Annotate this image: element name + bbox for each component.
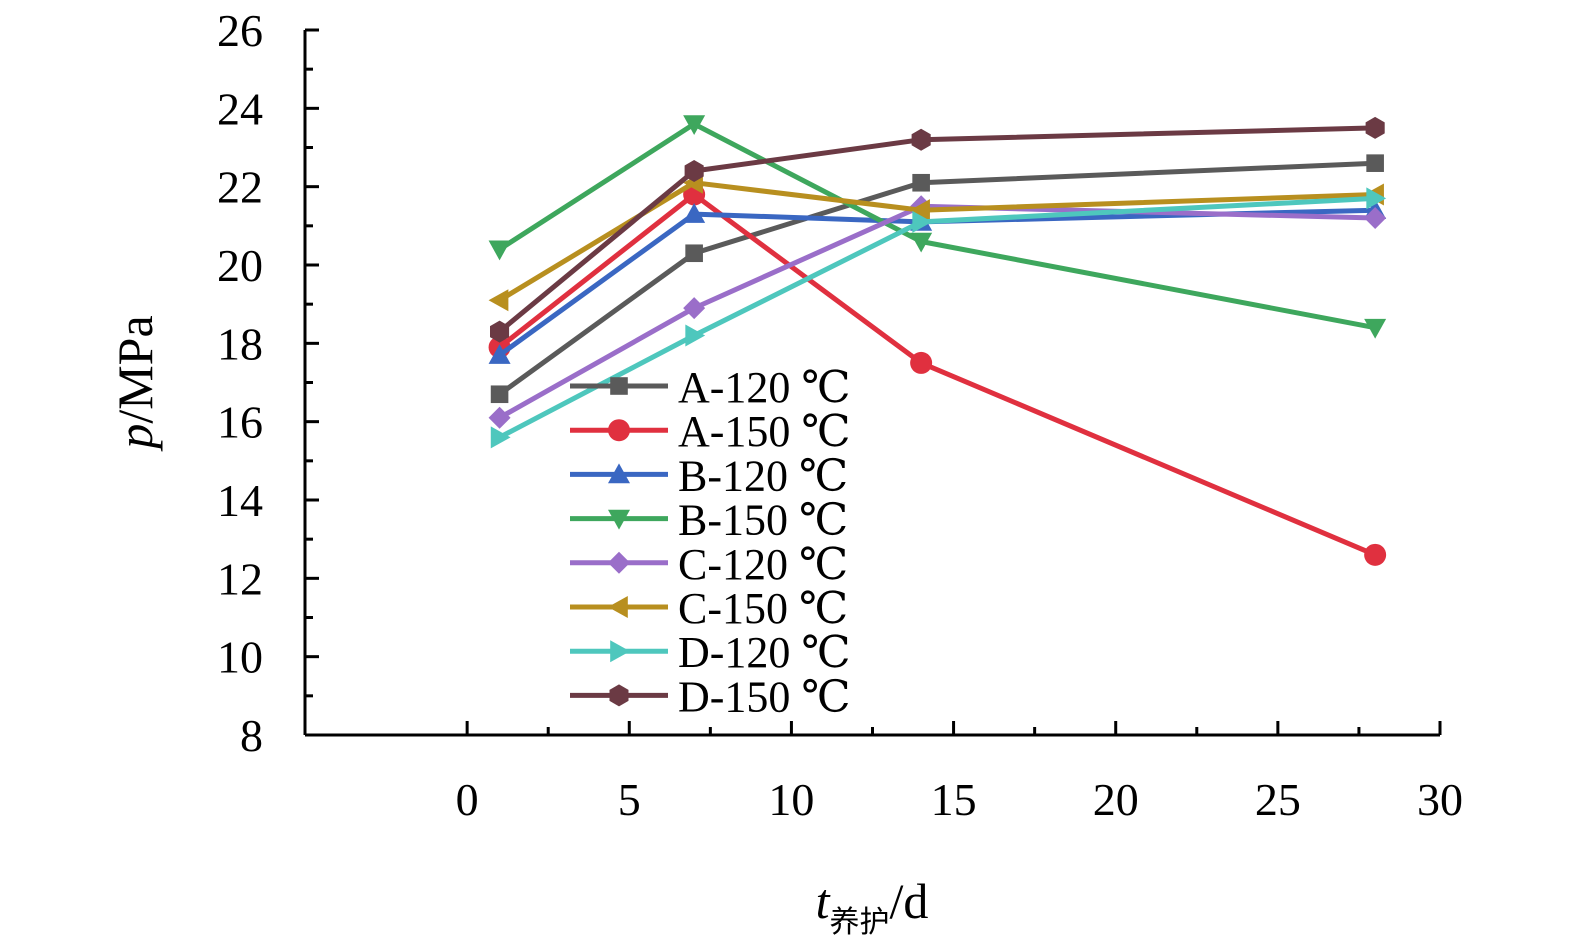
- legend-label: D-120 ℃: [678, 628, 851, 677]
- data-point: [1364, 318, 1387, 339]
- series-c-150: [488, 171, 1384, 312]
- data-point: [685, 324, 706, 347]
- y-tick-label: 20: [217, 240, 263, 291]
- data-point: [490, 320, 510, 343]
- legend-label: C-120 ℃: [678, 540, 848, 589]
- x-tick-label: 5: [618, 774, 641, 825]
- y-tick-label: 14: [217, 475, 263, 526]
- x-axis-var: t: [816, 873, 831, 929]
- series-line: [498, 121, 1376, 331]
- legend-label: A-150 ℃: [678, 407, 851, 456]
- legend-item: C-120 ℃: [570, 540, 848, 589]
- series-a-120: [490, 154, 1384, 404]
- data-point: [1366, 187, 1387, 210]
- series-line: [498, 125, 1376, 334]
- series-d-150: [490, 116, 1385, 343]
- data-point: [910, 232, 933, 253]
- y-tick-label: 22: [217, 162, 263, 213]
- legend-label: C-150 ℃: [678, 584, 848, 633]
- data-point: [1366, 154, 1384, 172]
- legend-swatch-marker: [608, 509, 630, 530]
- legend-item: D-150 ℃: [570, 672, 851, 721]
- x-tick-label: 0: [456, 774, 479, 825]
- series-line: [498, 195, 1376, 440]
- x-tick-label: 10: [768, 774, 814, 825]
- x-tick-label: 15: [931, 774, 977, 825]
- y-tick-label: 24: [217, 83, 263, 134]
- legend-swatch-marker: [610, 640, 630, 663]
- legend-swatch-marker: [608, 596, 628, 618]
- legend-label: D-150 ℃: [678, 672, 851, 721]
- x-axis-sub: 养护: [830, 906, 890, 939]
- data-point: [1364, 543, 1387, 566]
- data-point: [684, 160, 704, 182]
- legend: A-120 ℃A-150 ℃B-120 ℃B-150 ℃C-120 ℃C-150…: [570, 363, 851, 721]
- legend-label: B-120 ℃: [678, 451, 848, 500]
- y-tick-label: 10: [217, 632, 263, 683]
- legend-item: B-150 ℃: [570, 496, 848, 545]
- data-point: [912, 210, 933, 233]
- legend-item: B-120 ℃: [570, 451, 848, 500]
- data-point: [685, 244, 703, 263]
- data-point: [488, 240, 511, 261]
- legend-label: B-150 ℃: [678, 496, 848, 545]
- legend-item: A-120 ℃: [570, 363, 851, 412]
- y-tick-label: 16: [217, 397, 263, 448]
- data-point: [912, 173, 930, 192]
- x-tick-label: 30: [1417, 774, 1463, 825]
- series-line: [498, 192, 1377, 558]
- series-layer: [488, 115, 1387, 566]
- data-point: [910, 351, 933, 374]
- legend-item: D-120 ℃: [570, 628, 851, 677]
- series-line: [498, 207, 1376, 358]
- y-axis-var: p: [107, 424, 163, 452]
- legend-item: A-150 ℃: [570, 407, 851, 456]
- y-axis-title: p/MPa: [107, 315, 163, 451]
- x-axis-title: t养护/d: [816, 873, 929, 939]
- axes: 8 10 12 14 16 18 20 22 24 26 0 5 10 15 20 25 30: [217, 5, 1463, 825]
- series-line: [498, 180, 1376, 303]
- legend-swatch-marker: [608, 419, 630, 442]
- y-axis-unit: /MPa: [107, 315, 163, 423]
- data-point: [490, 426, 511, 449]
- data-point: [488, 289, 509, 312]
- legend-item: C-150 ℃: [570, 584, 848, 633]
- x-axis-unit: /d: [890, 873, 929, 929]
- data-point: [1364, 207, 1387, 229]
- legend-swatch-marker: [608, 463, 630, 484]
- data-point: [1365, 116, 1385, 139]
- x-tick-label: 25: [1255, 774, 1301, 825]
- legend-swatch-marker: [608, 551, 630, 574]
- data-point: [911, 128, 931, 151]
- data-point: [683, 297, 706, 320]
- data-point: [490, 385, 509, 404]
- data-point: [683, 203, 706, 223]
- legend-swatch-marker: [610, 377, 628, 395]
- legend-swatch-marker: [609, 684, 629, 707]
- y-tick-label: 26: [217, 5, 263, 56]
- series-b-150: [488, 115, 1387, 339]
- data-point: [488, 344, 511, 364]
- data-point: [683, 115, 706, 135]
- y-tick-label: 18: [217, 318, 263, 369]
- legend-label: A-120 ℃: [678, 363, 851, 412]
- data-point: [488, 406, 511, 429]
- x-tick-label: 20: [1093, 774, 1139, 825]
- y-tick-label: 12: [217, 553, 263, 604]
- data-point: [910, 199, 930, 222]
- y-tick-label: 8: [240, 710, 263, 761]
